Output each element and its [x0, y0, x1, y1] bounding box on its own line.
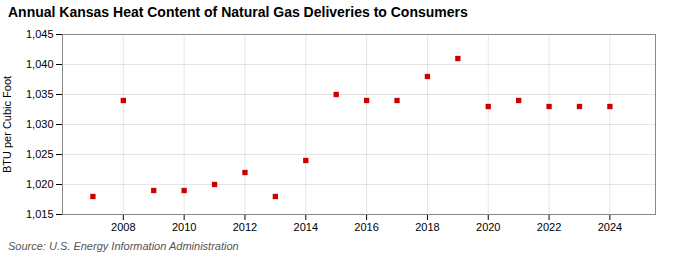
- html-text:Source: U.S. Energy Informatio: Source: U.S. Energy Information Administ…: [8, 240, 239, 252]
- svg-text:1,025: 1,025: [26, 148, 54, 160]
- svg-text:2012: 2012: [233, 221, 257, 233]
- svg-text:2020: 2020: [476, 221, 500, 233]
- svg-text:2014: 2014: [294, 221, 318, 233]
- svg-text:2010: 2010: [172, 221, 196, 233]
- svg-text:1,035: 1,035: [26, 88, 54, 100]
- svg-text:2016: 2016: [354, 221, 378, 233]
- svg-text:1,015: 1,015: [26, 208, 54, 220]
- svg-text:1,030: 1,030: [26, 118, 54, 130]
- svg-text:2008: 2008: [111, 221, 135, 233]
- svg-text:2024: 2024: [598, 221, 622, 233]
- svg-text:1,045: 1,045: [26, 28, 54, 40]
- svg-text:BTU per Cubic Foot: BTU per Cubic Foot: [1, 76, 13, 173]
- svg-text:1,020: 1,020: [26, 178, 54, 190]
- html-text:Annual Kansas Heat Content of: Annual Kansas Heat Content of Natural Ga…: [8, 4, 468, 20]
- svg-text:2018: 2018: [415, 221, 439, 233]
- svg-text:2022: 2022: [537, 221, 561, 233]
- svg-text:1,040: 1,040: [26, 58, 54, 70]
